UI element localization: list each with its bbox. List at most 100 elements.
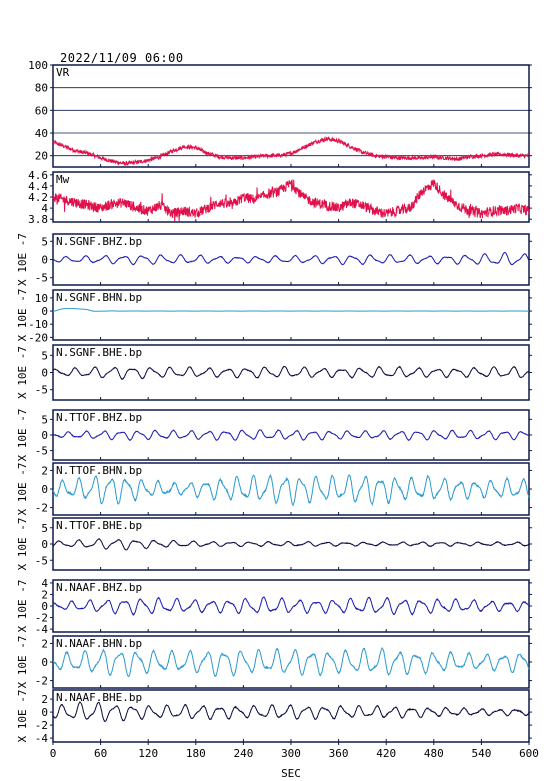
y-tick-label: 60 — [35, 104, 48, 117]
y-axis-label: X 10E -7 — [16, 463, 29, 516]
y-axis-label: X 10E -7 — [16, 346, 29, 399]
x-tick-label: 120 — [138, 747, 158, 760]
panel-frame — [52, 171, 530, 223]
series-line — [52, 701, 530, 723]
y-tick-label: -5 — [35, 384, 48, 397]
x-tick-label: 480 — [424, 747, 444, 760]
series-line — [52, 308, 530, 312]
x-tick-label: 360 — [329, 747, 349, 760]
series-line — [52, 538, 530, 551]
y-tick-label: -2 — [35, 502, 48, 515]
panel-4: -5 0 5 N.SGNF.BHE.bp X 10E -7 — [16, 344, 532, 401]
panel-title: N.SGNF.BHN.bp — [56, 291, 142, 304]
x-tick-label: 0 — [50, 747, 57, 760]
y-axis-label: X 10E -7 — [16, 636, 29, 689]
y-axis-label: X 10E -7 — [16, 518, 29, 571]
series-line — [52, 646, 530, 678]
y-tick-label: 4.4 — [28, 180, 48, 193]
y-tick-label: 4 — [41, 202, 48, 215]
series-line — [52, 179, 530, 223]
series-line — [52, 365, 530, 380]
panel-10: -4-202 N.NAAF.BHE.bp X 10E -7 — [16, 689, 532, 745]
y-tick-label: 2 — [41, 588, 48, 601]
y-tick-label: -5 — [35, 554, 48, 567]
panel-title: N.NAAF.BHN.bp — [56, 637, 142, 650]
y-tick-label: 0 — [41, 483, 48, 496]
series-line — [52, 429, 530, 442]
y-tick-label: 5 — [41, 349, 48, 362]
y-tick-label: -2 — [35, 612, 48, 625]
y-tick-label: 20 — [35, 150, 48, 163]
y-tick-label: -4 — [35, 732, 49, 745]
y-tick-label: 4.2 — [28, 191, 48, 204]
x-axis-label: SEC — [281, 767, 301, 780]
panel-title: Mw — [56, 173, 70, 186]
x-tick-label: 60 — [94, 747, 107, 760]
y-tick-label: 0 — [41, 600, 48, 613]
header-datetime: 2022/11/09 06:00 — [60, 51, 184, 65]
y-tick-label: 0 — [41, 706, 48, 719]
y-tick-label: -2 — [35, 719, 48, 732]
panel-frame — [52, 64, 530, 168]
panel-1: 3.844.24.44.6 Mw — [28, 169, 532, 226]
panel-title: N.SGNF.BHZ.bp — [56, 235, 142, 248]
y-tick-label: 5 — [41, 235, 48, 248]
y-tick-label: 5 — [41, 522, 48, 535]
y-axis-label: X 10E -7 — [16, 690, 29, 743]
y-tick-label: 40 — [35, 127, 48, 140]
y-tick-label: 2 — [41, 693, 48, 706]
x-tick-label: 300 — [281, 747, 301, 760]
panel-title: VR — [56, 66, 70, 79]
y-tick-label: 0 — [41, 254, 48, 267]
y-tick-label: 0 — [41, 367, 48, 380]
panel-0: 20 40 60 80 100 VR — [28, 59, 532, 168]
y-axis-label: X 10E -7 — [16, 289, 29, 342]
y-tick-label: -10 — [28, 318, 48, 331]
series-line — [52, 596, 530, 617]
panel-title: N.TTOF.BHN.bp — [56, 464, 142, 477]
y-tick-label: 5 — [41, 413, 48, 426]
panel-title: N.TTOF.BHZ.bp — [56, 411, 142, 424]
panel-9: -2 0 2 N.NAAF.BHN.bp X 10E -7 — [16, 635, 532, 689]
y-tick-label: 100 — [28, 59, 48, 72]
y-axis-label: X 10E -7 — [16, 409, 29, 462]
series-line — [52, 251, 530, 266]
y-tick-label: 0 — [41, 656, 48, 669]
y-tick-label: 80 — [35, 82, 48, 95]
x-axis: 0 60 120 180 240 300 360 420 480 540 600 — [50, 742, 539, 760]
y-tick-label: 4.6 — [28, 169, 48, 182]
x-tick-label: 540 — [471, 747, 491, 760]
panel-7: -5 0 5 N.TTOF.BHE.bp X 10E -7 — [16, 517, 532, 571]
x-tick-label: 180 — [186, 747, 206, 760]
panel-2: -5 0 5 N.SGNF.BHZ.bp X 10E -7 — [16, 233, 532, 286]
y-tick-label: 4 — [41, 577, 48, 590]
y-tick-label: 3.8 — [28, 213, 48, 226]
y-tick-label: -4 — [35, 623, 49, 636]
y-tick-label: -20 — [28, 331, 48, 344]
y-tick-label: -5 — [35, 445, 48, 458]
series-line — [52, 473, 530, 507]
x-tick-label: 240 — [233, 747, 253, 760]
panel-title: N.NAAF.BHZ.bp — [56, 581, 142, 594]
x-tick-label: 600 — [519, 747, 539, 760]
panel-6: -2 0 2 N.TTOF.BHN.bp X 10E -7 — [16, 462, 532, 516]
y-tick-label: 10 — [35, 292, 48, 305]
panel-5: -5 0 5 N.TTOF.BHZ.bp X 10E -7 — [16, 409, 532, 462]
series-line — [52, 135, 530, 168]
panel-title: N.SGNF.BHE.bp — [56, 346, 142, 359]
y-tick-label: -5 — [35, 272, 48, 285]
panel-title: N.TTOF.BHE.bp — [56, 519, 142, 532]
y-tick-label: 0 — [41, 429, 48, 442]
y-tick-label: -2 — [35, 675, 48, 688]
y-tick-label: 2 — [41, 637, 48, 650]
y-axis-label: X 10E -7 — [16, 233, 29, 286]
y-axis-label: X 10E -7 — [16, 580, 29, 633]
y-tick-label: 2 — [41, 464, 48, 477]
y-tick-label: 0 — [41, 305, 48, 318]
x-tick-label: 420 — [376, 747, 396, 760]
y-tick-label: 0 — [41, 538, 48, 551]
